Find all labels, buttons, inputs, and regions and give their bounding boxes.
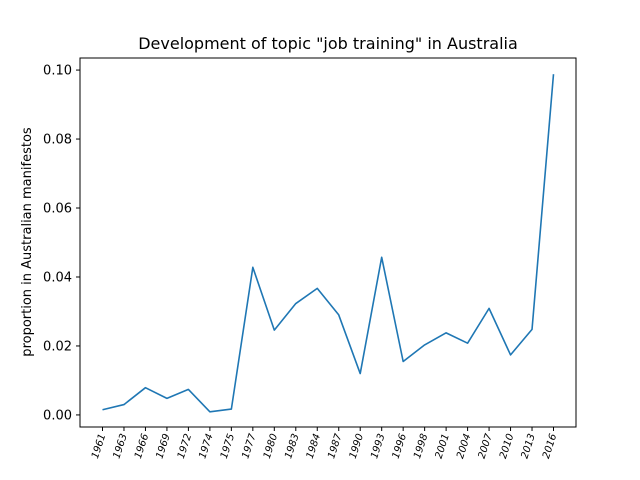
x-tick-label: 1974 <box>197 433 215 461</box>
y-tick-label: 0.00 <box>43 408 72 423</box>
y-tick-label: 0.04 <box>43 270 72 285</box>
x-axis-ticks: 1961 1963 1966 1969 1972 1974 1975 1977 1980 1983… <box>90 427 559 460</box>
chart-title: Development of topic "job training" in A… <box>138 34 518 53</box>
x-tick-label: 1984 <box>305 433 323 461</box>
x-tick-label: 1993 <box>369 433 387 461</box>
y-axis-ticks: 0.00 0.02 0.04 0.06 0.08 0.10 <box>43 64 80 423</box>
x-tick-label: 2010 <box>498 433 516 461</box>
plot-area <box>79 57 577 428</box>
y-tick-label: 0.02 <box>43 339 72 354</box>
x-tick-label: 2001 <box>434 433 452 461</box>
x-tick-label: 1963 <box>112 433 130 461</box>
y-tick-label: 0.06 <box>43 202 72 217</box>
x-tick-label: 1972 <box>176 433 194 461</box>
x-tick-label: 2013 <box>520 433 538 461</box>
x-tick-label: 1983 <box>283 433 301 461</box>
x-tick-label: 1961 <box>90 433 108 461</box>
y-axis-label: proportion in Australian manifestos <box>20 127 35 357</box>
x-tick-label: 1998 <box>412 433 430 461</box>
x-tick-label: 1975 <box>219 433 237 461</box>
x-tick-label: 1969 <box>154 433 172 461</box>
x-tick-label: 2016 <box>541 433 559 461</box>
x-tick-label: 2004 <box>455 433 473 461</box>
y-tick-label: 0.08 <box>43 133 72 148</box>
x-tick-label: 1966 <box>133 433 151 461</box>
x-tick-label: 2007 <box>477 432 496 460</box>
x-tick-label: 1990 <box>348 433 366 461</box>
x-tick-label: 1980 <box>262 433 280 461</box>
x-tick-label: 1977 <box>240 432 259 460</box>
x-tick-label: 1996 <box>391 433 409 461</box>
x-tick-label: 1987 <box>326 432 345 460</box>
y-tick-label: 0.10 <box>43 64 72 79</box>
series-line <box>102 74 555 413</box>
